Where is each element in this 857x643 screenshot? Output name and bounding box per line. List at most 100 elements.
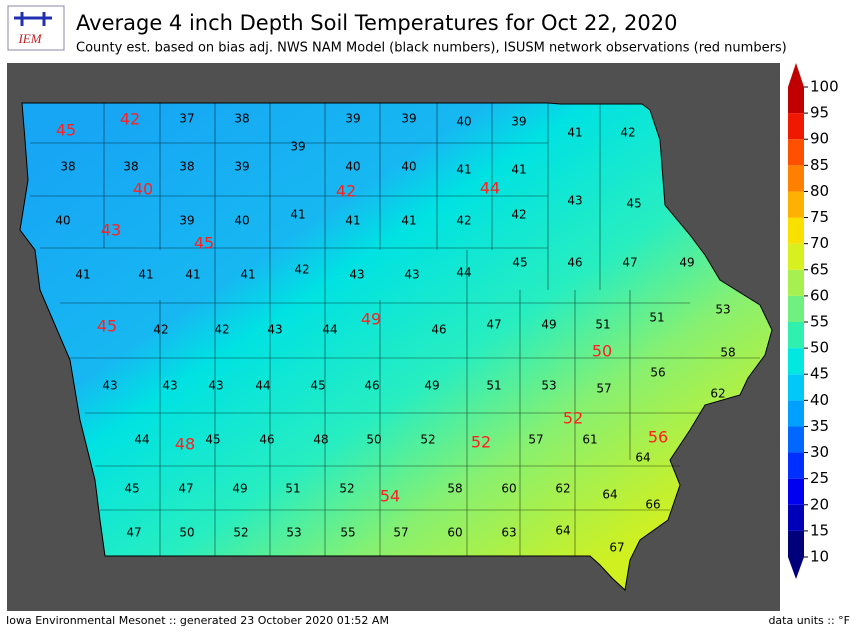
county-estimate: 40 [234,214,249,228]
county-estimate: 43 [567,194,582,208]
county-estimate: 45 [310,379,325,393]
colorbar-tick-label: 80 [810,182,829,200]
observation: 54 [380,487,400,506]
county-estimate: 43 [162,379,177,393]
observation: 56 [648,428,668,447]
county-estimate: 46 [259,433,274,447]
colorbar-bin [788,400,804,427]
colorbar-tick-label: 25 [810,469,829,487]
county-estimate: 39 [234,160,249,174]
county-estimate: 52 [420,433,435,447]
county-estimate: 46 [364,379,379,393]
county-estimate: 39 [511,115,526,129]
county-estimate: 50 [179,526,194,540]
county-estimate: 44 [322,323,337,337]
county-estimate: 42 [153,323,168,337]
logo-frame [7,5,65,51]
colorbar-tick-label: 35 [810,417,829,435]
county-estimate: 62 [555,482,570,496]
colorbar-bin [788,113,804,140]
county-estimate: 41 [290,208,305,222]
county-estimate: 47 [486,318,501,332]
observation: 42 [120,110,140,129]
observation: 50 [592,342,612,361]
colorbar-tick-label: 60 [810,286,829,304]
county-estimate: 52 [233,526,248,540]
county-estimate: 44 [134,433,149,447]
county-estimate: 49 [232,482,247,496]
county-estimate: 38 [60,160,75,174]
county-estimate: 41 [456,163,471,177]
county-estimate: 39 [290,140,305,154]
logo-text: IEM [17,31,42,46]
county-estimate: 41 [240,268,255,282]
colorbar-bin [788,217,804,244]
observation: 49 [361,310,381,329]
county-estimate: 38 [123,160,138,174]
observation: 48 [175,435,195,454]
county-estimate: 44 [255,379,270,393]
county-estimate: 41 [401,214,416,228]
subtitle: County est. based on bias adj. NWS NAM M… [76,41,787,56]
county-estimate: 44 [456,266,471,280]
colorbar-bin [788,165,804,192]
county-estimate: 40 [345,160,360,174]
colorbar-tick-label: 50 [810,339,829,357]
county-estimate: 49 [679,256,694,270]
county-estimate: 41 [511,163,526,177]
county-estimate: 45 [124,482,139,496]
county-estimate: 58 [447,482,462,496]
county-estimate: 41 [138,268,153,282]
colorbar-bin [788,504,804,531]
observation: 43 [101,221,121,240]
county-rows [30,142,760,511]
colorbar-bottom-arrow [788,557,804,579]
colorbar-tick-label: 95 [810,104,829,122]
county-estimate: 45 [512,256,527,270]
county-estimate: 38 [234,112,249,126]
county-estimate: 37 [179,112,194,126]
county-estimate: 61 [582,433,597,447]
county-estimate: 41 [345,214,360,228]
colorbar-tick-label: 10 [810,548,829,566]
observation: 42 [336,182,356,201]
colorbar-tick-label: 40 [810,391,829,409]
county-estimate: 38 [179,160,194,174]
colorbar-bin [788,452,804,479]
county-estimate: 52 [339,482,354,496]
colorbar: 10 15 20 25 30 35 40 45 50 55 60 65 70 75 80 85 90 95 100 [788,63,839,579]
colorbar-bin [788,426,804,453]
colorbar-bin [788,478,804,505]
colorbar-tick-label: 45 [810,365,829,383]
observation: 45 [56,121,76,140]
logo: IEM [7,5,65,51]
colorbar-bin [788,243,804,270]
county-estimate: 40 [55,214,70,228]
county-estimate: 42 [511,208,526,222]
county-estimate: 58 [720,346,735,360]
county-estimate: 42 [620,126,635,140]
colorbar-bin [788,191,804,218]
county-estimate: 42 [294,263,309,277]
colorbar-tick-label: 90 [810,130,829,148]
county-estimate: 43 [208,379,223,393]
footer-right: data units :: °F [768,614,850,627]
observation: 40 [133,180,153,199]
county-estimate: 51 [595,318,610,332]
county-estimate: 64 [635,451,650,465]
county-estimate: 64 [555,524,570,538]
colorbar-tick-label: 65 [810,260,829,278]
county-estimate: 43 [404,268,419,282]
colorbar-bin [788,348,804,375]
county-estimate: 53 [541,379,556,393]
county-estimate: 39 [345,112,360,126]
county-estimate: 60 [501,482,516,496]
colorbar-bin [788,530,804,557]
colorbar-bin [788,269,804,296]
county-estimate: 41 [75,268,90,282]
county-estimate: 45 [205,433,220,447]
county-estimate: 46 [567,256,582,270]
county-estimate: 47 [622,256,637,270]
county-estimate: 49 [541,318,556,332]
